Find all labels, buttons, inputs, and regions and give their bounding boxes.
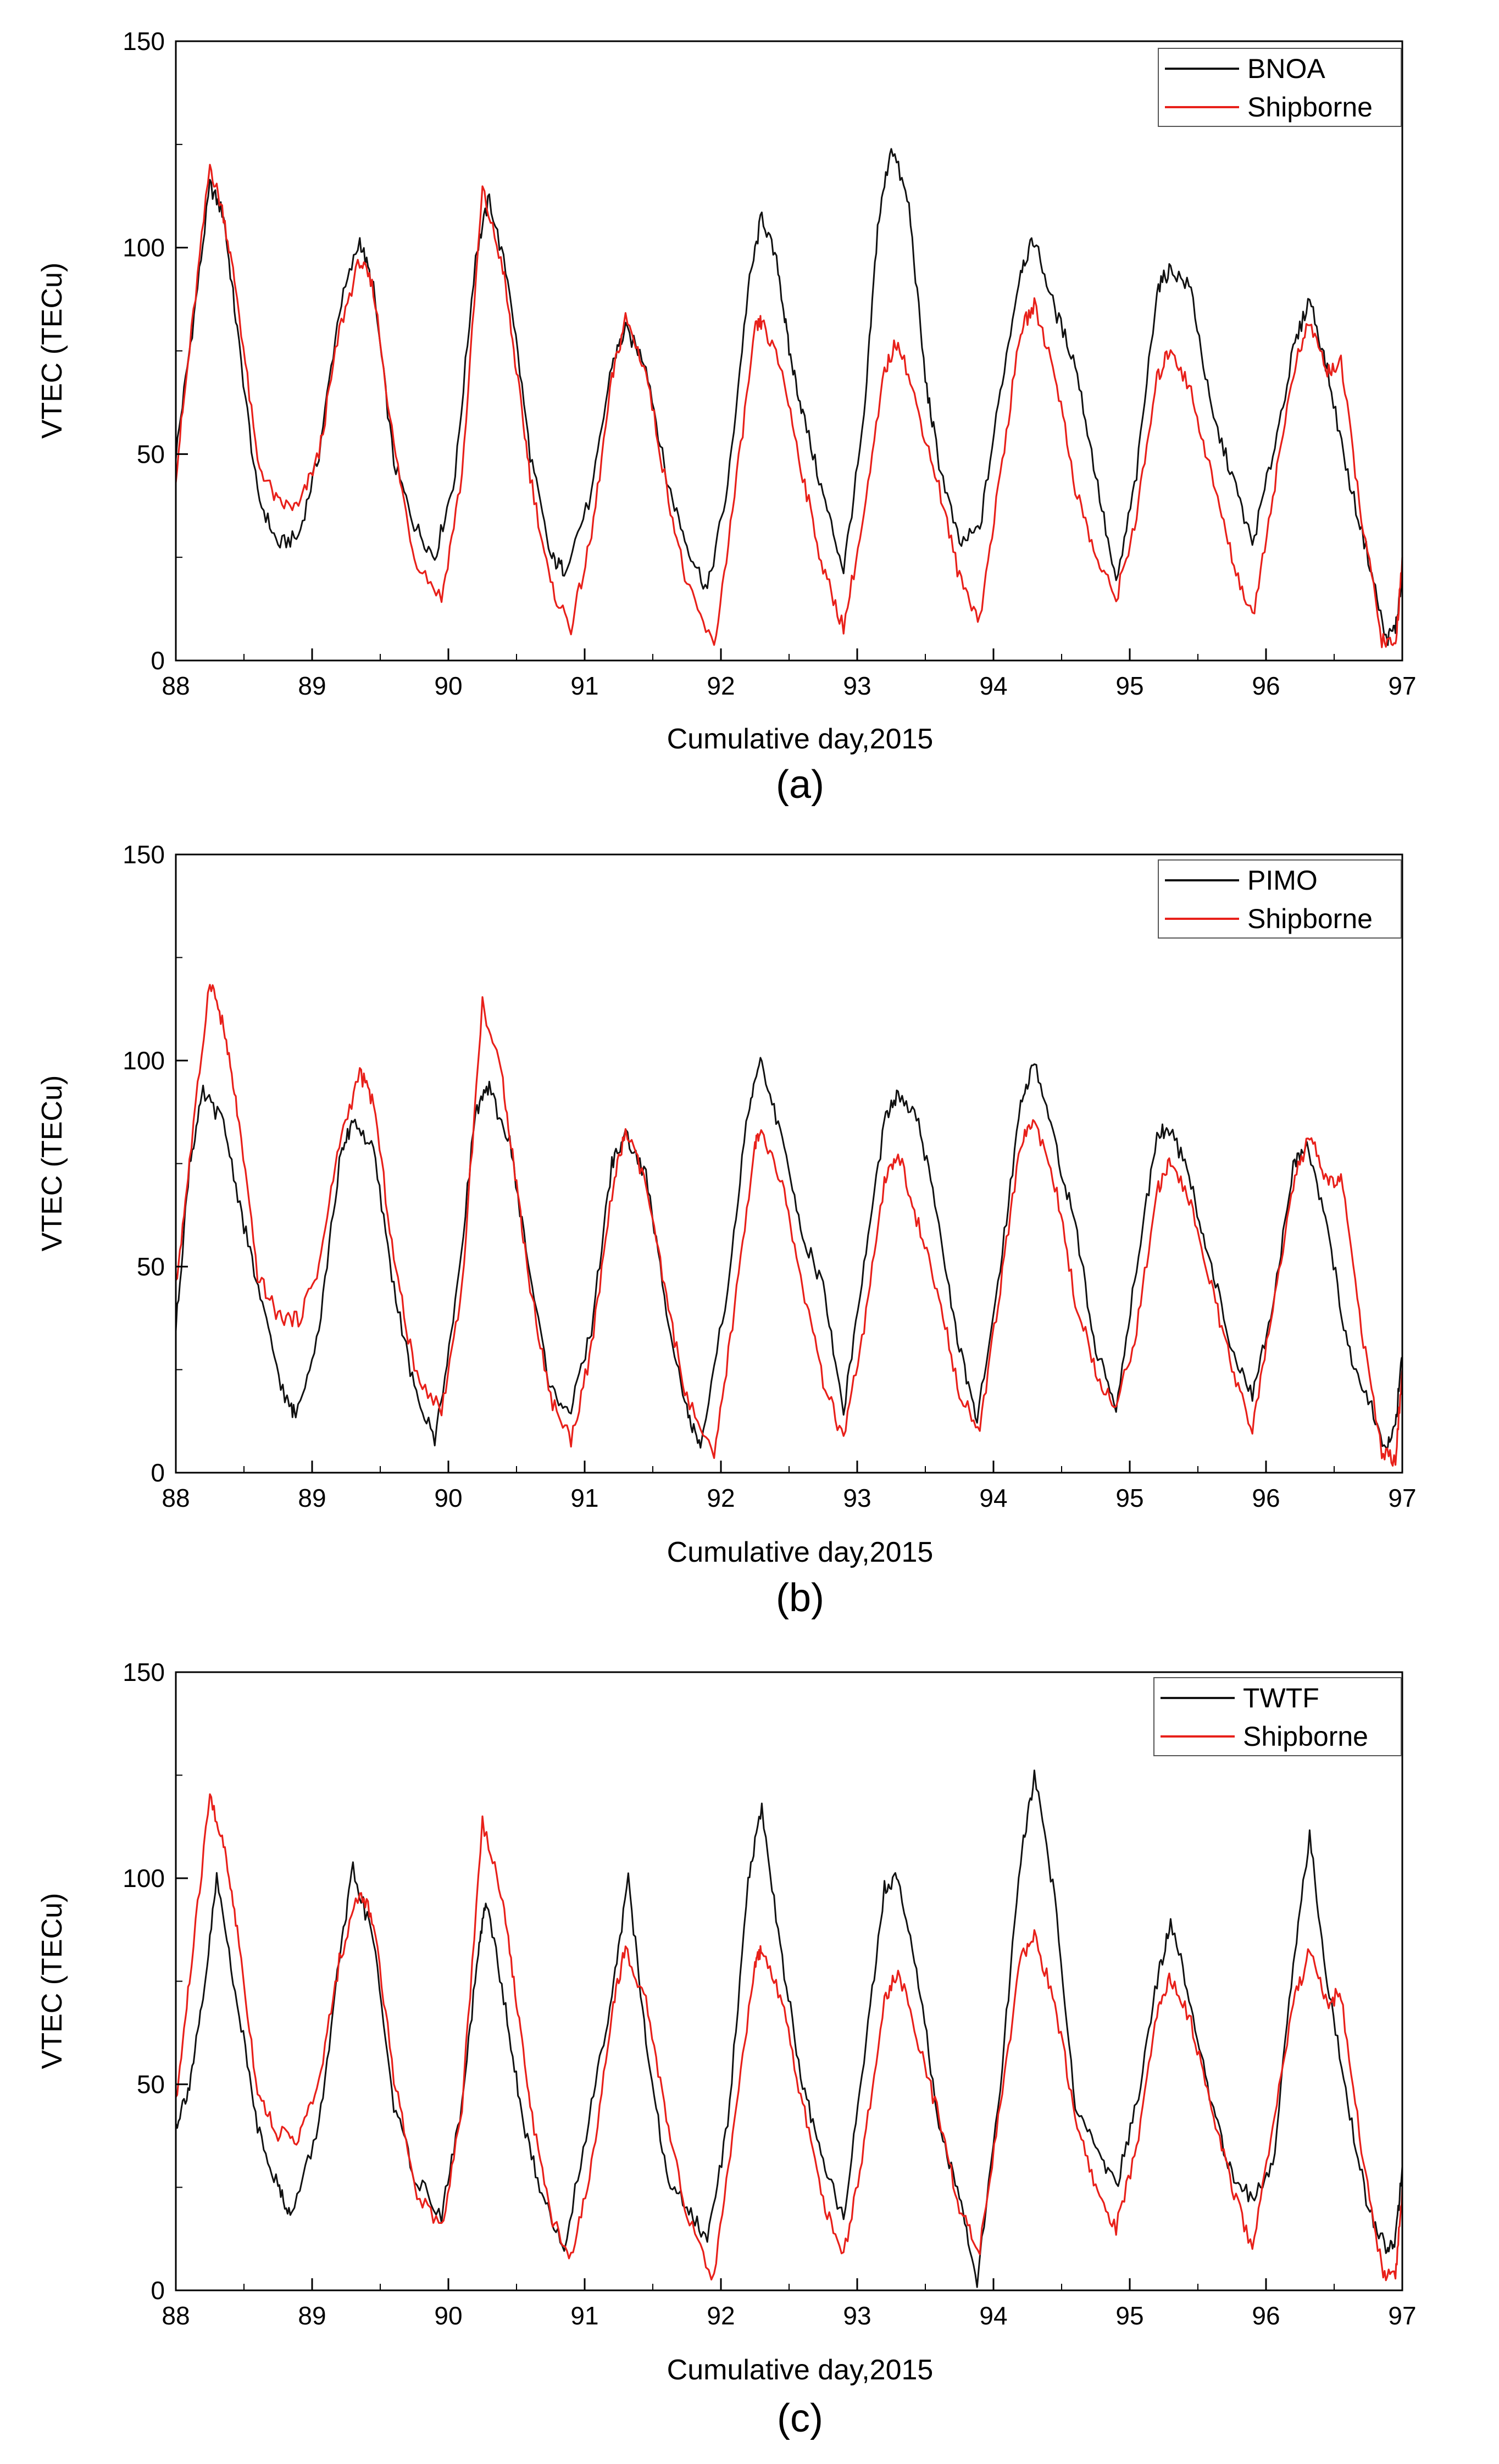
- x-tick-label: 95: [1115, 2301, 1143, 2330]
- chart-panel-a: 88 89 90 91 92 93 94 95 96 97 0 50 100 150 Cumulative…: [36, 27, 1417, 807]
- x-tick-label: 91: [570, 1484, 598, 1512]
- x-tick-label: 96: [1252, 1484, 1280, 1512]
- x-tick-label: 90: [434, 672, 462, 700]
- y-axis-label: VTEC (TECu): [36, 1893, 68, 2069]
- x-tick-label: 89: [298, 1484, 326, 1512]
- x-tick-label: 88: [162, 672, 190, 700]
- x-tick-label: 89: [298, 672, 326, 700]
- panel-label: (b): [776, 1576, 824, 1620]
- x-tick-label: 94: [979, 1484, 1007, 1512]
- legend-box: [1158, 48, 1402, 127]
- x-tick-label: 88: [162, 1484, 190, 1512]
- legend-label-series-1: PIMO: [1247, 865, 1318, 896]
- x-tick-label: 89: [298, 2301, 326, 2330]
- series-line-shipborne: [175, 984, 1403, 1467]
- x-tick-label: 97: [1388, 672, 1416, 700]
- y-tick-label: 0: [151, 646, 165, 675]
- series-line-shipborne: [175, 1793, 1403, 2282]
- x-tick-label: 97: [1388, 2301, 1416, 2330]
- legend-label-series-1: TWTF: [1243, 1683, 1319, 1713]
- series-line-shipborne: [175, 164, 1403, 648]
- plot-frame: [175, 1671, 1403, 2291]
- y-tick-label: 50: [137, 2070, 165, 2099]
- x-tick-label: 96: [1252, 672, 1280, 700]
- legend-label-shipborne: Shipborne: [1247, 92, 1373, 123]
- series-line-bnoa: [175, 148, 1403, 646]
- legend-box: [1153, 1677, 1402, 1756]
- y-tick-label: 50: [137, 1252, 165, 1281]
- y-axis-label: VTEC (TECu): [36, 263, 68, 439]
- x-tick-label: 94: [979, 672, 1007, 700]
- y-tick-label: 0: [151, 1458, 165, 1487]
- x-tick-label: 91: [570, 2301, 598, 2330]
- x-tick-label: 92: [707, 2301, 735, 2330]
- x-tick-label: 90: [434, 2301, 462, 2330]
- legend-label-shipborne: Shipborne: [1243, 1721, 1368, 1752]
- x-axis-label: Cumulative day,2015: [667, 2354, 934, 2386]
- y-tick-label: 50: [137, 440, 165, 468]
- chart-panel-c: 88 89 90 91 92 93 94 95 96 97 0 50 100 150 Cumulative…: [36, 1658, 1417, 2440]
- series-line-pimo: [175, 1057, 1403, 1450]
- x-tick-label: 92: [707, 1484, 735, 1512]
- x-tick-label: 97: [1388, 1484, 1416, 1512]
- series-line-twtf: [175, 1769, 1403, 2288]
- y-tick-label: 100: [123, 234, 165, 262]
- x-tick-label: 92: [707, 672, 735, 700]
- y-tick-label: 100: [123, 1046, 165, 1075]
- x-tick-label: 94: [979, 2301, 1007, 2330]
- legend-label-shipborne: Shipborne: [1247, 903, 1373, 934]
- y-tick-label: 150: [123, 1658, 165, 1686]
- plot-frame: [175, 853, 1403, 1474]
- x-axis-label: Cumulative day,2015: [667, 1536, 934, 1568]
- legend-box: [1158, 859, 1402, 939]
- y-axis-label: VTEC (TECu): [36, 1075, 68, 1252]
- x-tick-label: 93: [843, 1484, 871, 1512]
- y-tick-label: 150: [123, 840, 165, 869]
- x-tick-label: 95: [1115, 1484, 1143, 1512]
- x-tick-label: 90: [434, 1484, 462, 1512]
- x-axis-label: Cumulative day,2015: [667, 723, 934, 755]
- y-tick-label: 150: [123, 27, 165, 56]
- panel-label: (a): [776, 763, 824, 807]
- x-tick-label: 96: [1252, 2301, 1280, 2330]
- y-tick-label: 0: [151, 2276, 165, 2305]
- legend: PIMO Shipborne: [1158, 859, 1402, 939]
- legend: TWTF Shipborne: [1153, 1677, 1402, 1756]
- x-tick-label: 93: [843, 672, 871, 700]
- legend-label-series-1: BNOA: [1247, 53, 1325, 84]
- chart-panel-b: 88 89 90 91 92 93 94 95 96 97 0 50 100 150 Cumulative…: [36, 840, 1417, 1620]
- x-tick-label: 95: [1115, 672, 1143, 700]
- legend: BNOA Shipborne: [1158, 48, 1402, 127]
- x-tick-label: 88: [162, 2301, 190, 2330]
- x-tick-label: 93: [843, 2301, 871, 2330]
- x-tick-label: 91: [570, 672, 598, 700]
- panel-label: (c): [777, 2396, 823, 2440]
- y-tick-label: 100: [123, 1864, 165, 1893]
